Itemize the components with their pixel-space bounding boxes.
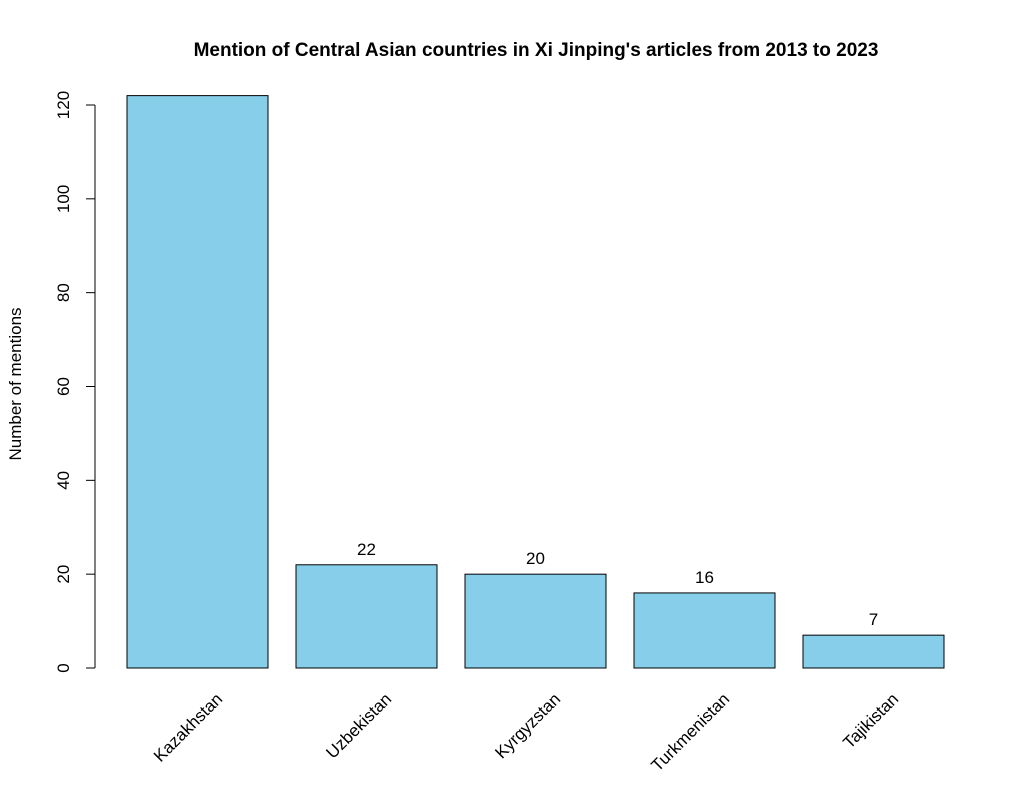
bars-group: 22 20 16 7 [126, 95, 945, 669]
bar-uzbekistan [295, 564, 438, 669]
bar-kyrgyzstan [464, 573, 607, 669]
data-label: 20 [526, 549, 545, 568]
y-tick-label: 40 [54, 471, 73, 490]
x-category-label: Turkmenistan [648, 689, 734, 775]
bar-turkmenistan [633, 592, 776, 669]
category-labels: Kazakhstan Uzbekistan Kyrgyzstan Turkmenist… [150, 689, 902, 775]
bar-tajikistan [802, 634, 945, 669]
data-label: 16 [695, 568, 714, 587]
bar-kazakhstan [126, 95, 269, 669]
y-axis-label: Number of mentions [6, 307, 25, 460]
y-tick-label: 0 [54, 663, 73, 672]
x-category-label: Kyrgyzstan [491, 689, 564, 762]
x-category-label: Tajikistan [839, 689, 902, 752]
chart-title: Mention of Central Asian countries in Xi… [194, 40, 879, 61]
y-tick-label: 60 [54, 377, 73, 396]
data-label: 7 [869, 610, 878, 629]
y-tick-label: 80 [54, 283, 73, 302]
data-label: 22 [357, 540, 376, 559]
y-axis: 0 20 40 60 80 100 120 [54, 91, 96, 673]
x-category-label: Uzbekistan [322, 689, 395, 762]
y-tick-label: 120 [54, 91, 73, 119]
y-tick-label: 100 [54, 185, 73, 213]
x-category-label: Kazakhstan [150, 689, 226, 765]
y-tick-label: 20 [54, 565, 73, 584]
